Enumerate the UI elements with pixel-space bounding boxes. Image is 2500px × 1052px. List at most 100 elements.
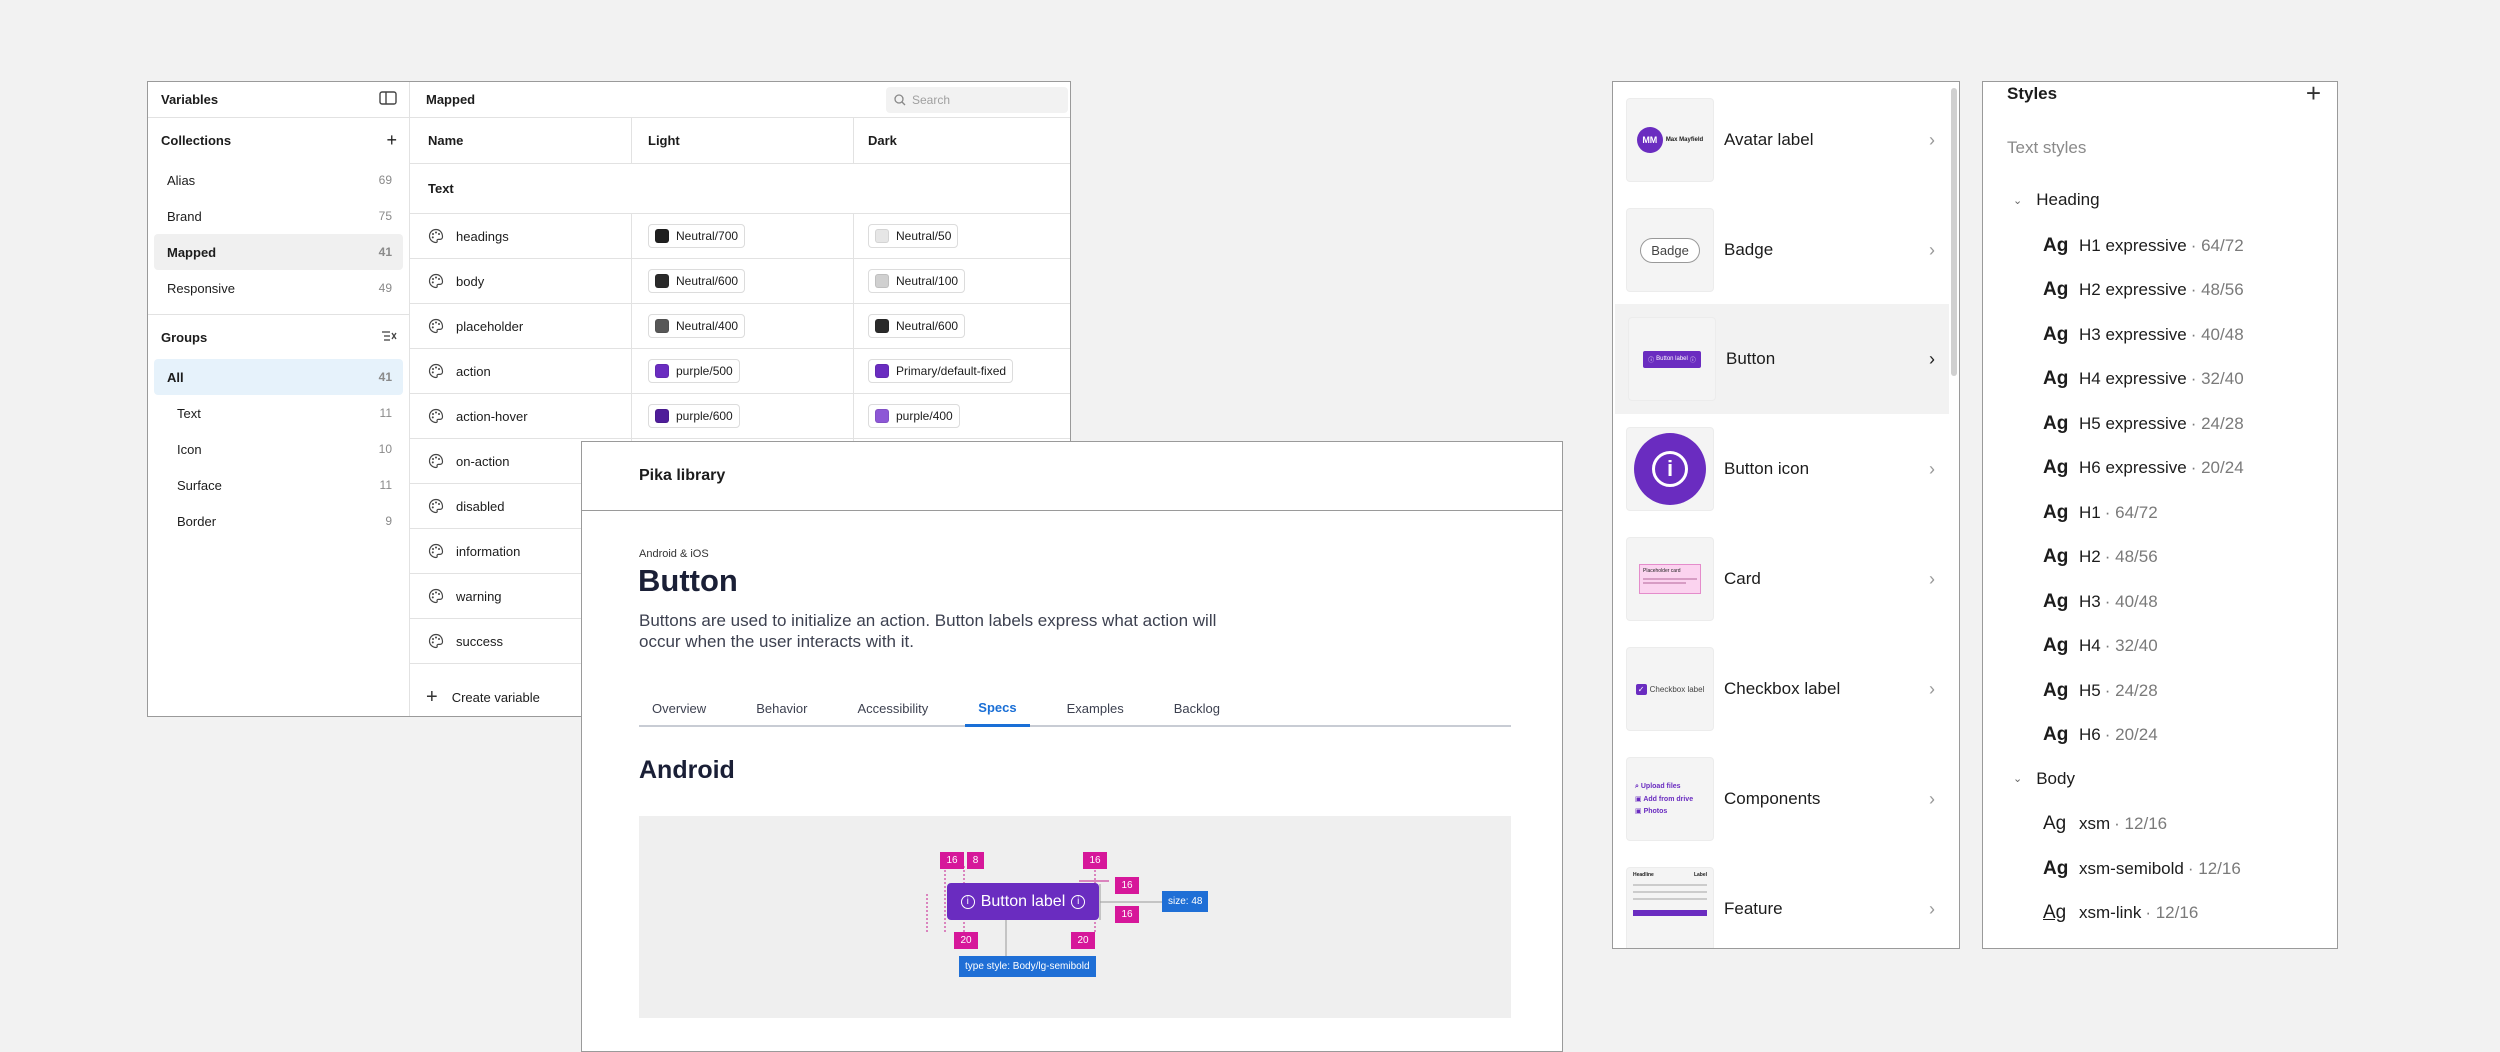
text-style-item[interactable]: Ag H5 · 24/28 [2043, 680, 2158, 702]
text-style-item[interactable]: Ag xsm-semibold · 12/16 [2043, 858, 2241, 880]
light-value-cell[interactable]: purple/500 [632, 349, 854, 393]
column-header-dark[interactable]: Dark [868, 133, 897, 148]
dark-value-cell[interactable]: Neutral/600 [854, 304, 1070, 348]
doc-brand[interactable]: Pika library [582, 442, 1562, 511]
component-thumbnail: Placeholder card [1626, 537, 1714, 621]
dark-value-cell[interactable]: Neutral/50 [854, 214, 1070, 258]
collection-item-mapped[interactable]: Mapped 41 [154, 234, 403, 270]
scrollbar[interactable] [1951, 88, 1957, 376]
variable-name-cell[interactable]: action-hover [410, 394, 632, 438]
text-style-item[interactable]: Ag H2 expressive · 48/56 [2043, 279, 2244, 301]
color-token-chip[interactable]: Neutral/600 [868, 314, 966, 338]
component-label: Checkbox label [1724, 679, 1841, 698]
tab-specs[interactable]: Specs [965, 690, 1030, 727]
light-value-cell[interactable]: Neutral/600 [632, 259, 854, 303]
add-collection-icon[interactable]: + [386, 129, 397, 150]
text-style-item[interactable]: Ag H1 · 64/72 [2043, 502, 2158, 524]
component-label: Avatar label [1724, 130, 1814, 149]
style-group-body[interactable]: ⌄ Body [2013, 769, 2075, 789]
group-item-surface[interactable]: Surface 11 [154, 467, 403, 503]
table-row[interactable]: placeholder Neutral/400 Neutral/600 [410, 304, 1070, 349]
color-token-chip[interactable]: Neutral/600 [648, 269, 746, 293]
text-style-item[interactable]: Ag H2 · 48/56 [2043, 546, 2158, 568]
component-thumbnail: ✓ Checkbox label [1626, 647, 1714, 731]
light-value-cell[interactable]: purple/600 [632, 394, 854, 438]
collection-item-responsive[interactable]: Responsive 49 [154, 270, 403, 306]
collection-label: Mapped [167, 244, 217, 260]
component-thumbnail: i [1626, 427, 1714, 511]
component-item-button[interactable]: ⓘ Button label ⓘ Button › [1615, 304, 1949, 414]
chevron-right-icon: › [1929, 898, 1935, 919]
component-item-card[interactable]: Placeholder card Card › [1613, 524, 1949, 634]
color-token-chip[interactable]: Neutral/50 [868, 224, 959, 248]
color-token-chip[interactable]: Neutral/100 [868, 269, 966, 293]
dark-value-cell[interactable]: Primary/default-fixed [854, 349, 1070, 393]
collection-item-brand[interactable]: Brand 75 [154, 198, 403, 234]
column-header-light[interactable]: Light [632, 118, 854, 163]
color-token-chip[interactable]: Primary/default-fixed [868, 359, 1014, 383]
table-row[interactable]: action-hover purple/600 purple/400 [410, 394, 1070, 439]
tab-behavior[interactable]: Behavior [756, 701, 808, 716]
variable-name-cell[interactable]: action [410, 349, 632, 393]
tab-accessibility[interactable]: Accessibility [857, 701, 929, 716]
collection-item-alias[interactable]: Alias 69 [154, 162, 403, 198]
text-style-item[interactable]: Ag H6 expressive · 20/24 [2043, 457, 2244, 479]
light-value-cell[interactable]: Neutral/400 [632, 304, 854, 348]
tab-backlog[interactable]: Backlog [1173, 701, 1220, 716]
variable-name-cell[interactable]: placeholder [410, 304, 632, 348]
light-value-cell[interactable]: Neutral/700 [632, 214, 854, 258]
group-count: 11 [379, 406, 392, 420]
color-token-chip[interactable]: Neutral/700 [648, 224, 746, 248]
spec-tag: 16 [940, 852, 964, 869]
create-variable-label: Create variable [451, 689, 540, 705]
style-group-label: Body [2036, 768, 2075, 788]
group-label: Text [177, 405, 201, 421]
color-token-chip[interactable]: purple/600 [648, 404, 740, 428]
component-item-feature[interactable]: Headline Label Feature › [1613, 854, 1949, 948]
component-item-badge[interactable]: Badge Badge › [1613, 195, 1949, 305]
groups-filter-icon[interactable] [381, 330, 397, 345]
table-row[interactable]: action purple/500 Primary/default-fixed [410, 349, 1070, 394]
color-token-chip[interactable]: Neutral/400 [648, 314, 746, 338]
text-style-item[interactable]: Ag H5 expressive · 24/28 [2043, 413, 2244, 435]
component-item-button-icon[interactable]: i Button icon › [1613, 414, 1949, 524]
dark-value-cell[interactable]: purple/400 [854, 394, 1070, 438]
component-item-avatar-label[interactable]: MM Max Mayfield Avatar label › [1613, 85, 1949, 195]
group-item-all[interactable]: All 41 [154, 359, 403, 395]
tab-overview[interactable]: Overview [652, 701, 707, 716]
variable-name-cell[interactable]: body [410, 259, 632, 303]
table-row[interactable]: headings Neutral/700 Neutral/50 [410, 214, 1070, 259]
add-style-icon[interactable]: + [2305, 81, 2321, 108]
text-style-item[interactable]: Ag H3 · 40/48 [2043, 591, 2158, 613]
button-sample-label: Button label [1656, 356, 1688, 362]
feature-label: Label [1693, 872, 1707, 878]
variable-name-cell[interactable]: on-action [410, 439, 632, 483]
spec-tag: 16 [1115, 906, 1139, 923]
group-item-border[interactable]: Border 9 [154, 503, 403, 539]
create-variable-button[interactable]: + Create variable [426, 678, 540, 716]
text-style-item[interactable]: Ag H3 expressive · 40/48 [2043, 324, 2244, 346]
text-style-item[interactable]: Ag xsm-link · 12/16 [2043, 902, 2198, 924]
spec-sample-button: i Button label i [947, 883, 1099, 920]
text-style-item[interactable]: Ag xsm · 12/16 [2043, 813, 2167, 835]
text-style-item[interactable]: Ag H4 · 32/40 [2043, 635, 2158, 657]
group-item-icon[interactable]: Icon 10 [154, 431, 403, 467]
component-item-components[interactable]: ⌕ Upload files ▣ Add from drive ▣ Photos… [1613, 744, 1949, 854]
component-item-checkbox-label[interactable]: ✓ Checkbox label Checkbox label › [1613, 634, 1949, 744]
color-token-chip[interactable]: purple/500 [648, 359, 740, 383]
collection-label: Alias [167, 172, 196, 188]
sidebar-toggle-icon[interactable] [379, 91, 397, 108]
dark-value-cell[interactable]: Neutral/100 [854, 259, 1070, 303]
search-input[interactable]: Search [886, 86, 1068, 113]
group-item-text[interactable]: Text 11 [154, 395, 403, 431]
section-heading: Android [639, 756, 735, 784]
tab-examples[interactable]: Examples [1066, 701, 1124, 716]
text-style-item[interactable]: Ag H6 · 20/24 [2043, 724, 2158, 746]
color-token-chip[interactable]: purple/400 [868, 404, 960, 428]
text-style-item[interactable]: Ag H1 expressive · 64/72 [2043, 235, 2244, 257]
text-style-item[interactable]: Ag H4 expressive · 32/40 [2043, 368, 2244, 390]
text-style-name: H5 expressive [2079, 413, 2187, 433]
variable-name-cell[interactable]: headings [410, 214, 632, 258]
style-group-heading[interactable]: ⌄ Heading [2013, 190, 2100, 210]
table-row[interactable]: body Neutral/600 Neutral/100 [410, 259, 1070, 304]
